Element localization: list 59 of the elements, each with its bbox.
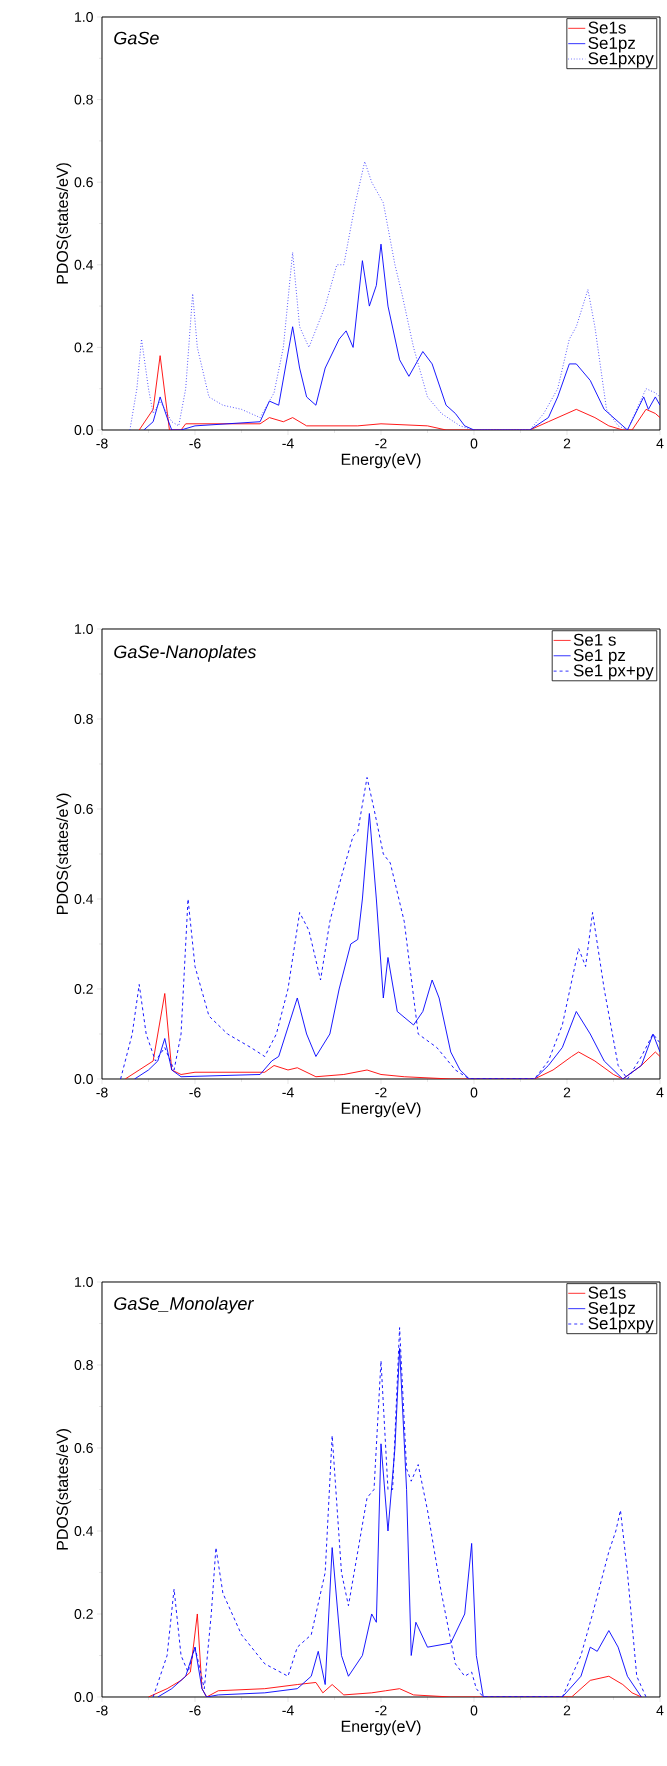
x-tick-label: -2 [375,1705,387,1716]
y-tick-label: 0.6 [74,804,93,814]
y-tick-label: 0.0 [74,1692,93,1702]
x-tick-label: -2 [375,1087,387,1098]
line-series [143,243,660,430]
legend-label: Se1pz [588,36,635,53]
x-axis-title: Energy(eV) [341,453,421,469]
y-tick-label: 1.0 [74,12,93,22]
x-tick-label: 4 [656,1705,664,1716]
y-tick-label: 0.6 [74,1443,93,1453]
x-tick-label: -8 [96,1705,108,1716]
x-tick-label: -8 [96,438,108,449]
y-tick-label: 0.2 [74,984,93,994]
legend-label: Se1 s [573,633,616,646]
y-tick-label: 0.8 [74,714,93,724]
x-tick-label: -4 [282,1705,294,1716]
y-tick-label: 0.4 [74,259,93,270]
legend-label: Se1pxpy [588,52,654,68]
x-tick-label: -2 [375,438,387,449]
line-series [129,161,660,430]
x-tick-label: 0 [470,1705,478,1716]
x-tick-label: -4 [282,438,294,449]
x-tick-label: -8 [96,1087,108,1098]
y-tick-label: 0.0 [74,425,93,435]
legend-label: Se1s [588,21,626,34]
x-tick-label: 4 [656,438,664,449]
y-axis-title: PDOS(states/eV) [56,163,72,284]
y-tick-label: 0.4 [74,1526,93,1536]
y-tick-label: 0.8 [74,1360,93,1370]
x-tick-label: -6 [189,1705,201,1716]
y-tick-label: 0.6 [74,177,93,188]
y-tick-label: 0.2 [74,1609,93,1619]
y-tick-label: 1.0 [74,1277,93,1287]
text: GaSe_Monolayer [114,1296,254,1314]
y-axis-title: PDOS(states/eV) [56,793,72,915]
x-tick-label: 2 [563,1705,571,1716]
y-axis-title: PDOS(states/eV) [56,1429,72,1550]
x-tick-label: 0 [470,438,478,449]
text: GaSe [114,31,159,45]
legend-label: Se1pz [588,1301,635,1318]
y-tick-label: 0.8 [74,94,93,105]
y-tick-label: 1.0 [74,624,93,634]
y-tick-label: 0.4 [74,894,93,904]
x-tick-label: 4 [656,1087,664,1098]
x-tick-label: 2 [563,1087,571,1098]
x-tick-label: -6 [189,438,201,449]
x-tick-label: -6 [189,1087,201,1098]
x-axis-title: Energy(eV) [341,1720,421,1736]
legend-label: Se1 pz [573,649,625,665]
legend-label: Se1s [588,1286,626,1299]
x-tick-label: -4 [282,1087,294,1098]
y-tick-label: 0.2 [74,342,93,353]
x-axis-title: Energy(eV) [341,1102,421,1118]
x-tick-label: 0 [470,1087,478,1098]
legend-label: Se1 px+py [573,664,654,680]
y-tick-label: 0.0 [74,1074,93,1084]
text: GaSe-Nanoplates [114,644,256,662]
legend-label: Se1pxpy [588,1317,654,1333]
x-tick-label: 2 [563,438,571,449]
